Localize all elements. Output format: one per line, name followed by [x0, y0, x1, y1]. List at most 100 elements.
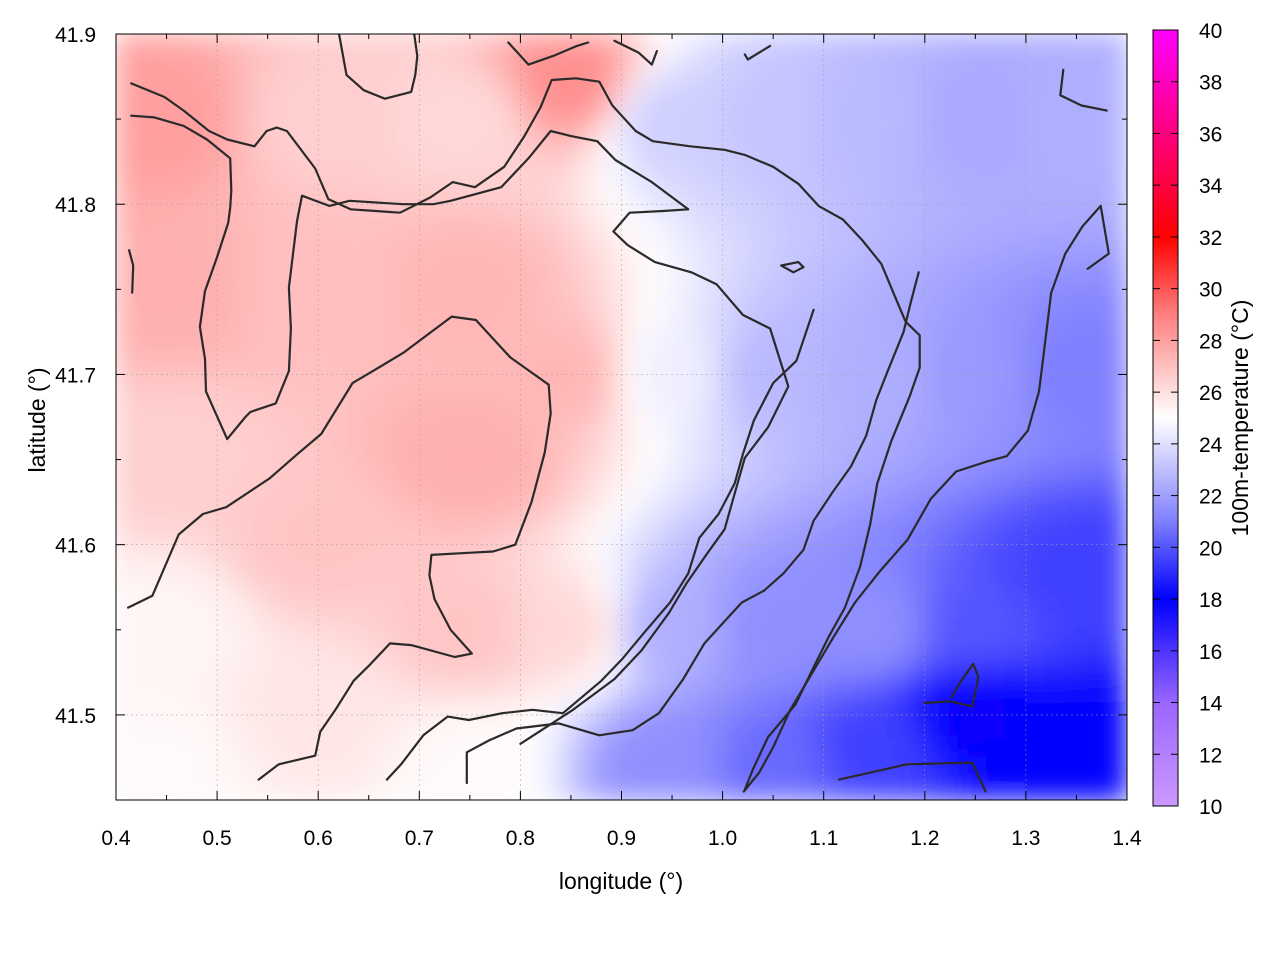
heat-cell	[155, 174, 178, 197]
heat-cell	[681, 113, 704, 136]
heat-cell	[984, 657, 1007, 681]
heat-cell	[822, 315, 845, 338]
heat-cell	[236, 73, 259, 96]
heat-cell	[1045, 698, 1068, 721]
heat-cell	[256, 778, 279, 800]
heat-cell	[822, 214, 845, 237]
heat-cell	[175, 778, 198, 800]
heat-cell	[701, 234, 724, 257]
heat-cell	[984, 718, 1007, 741]
heat-cell	[418, 778, 441, 800]
heat-cell	[1045, 53, 1068, 76]
heat-cell	[903, 577, 926, 600]
heat-cell	[438, 597, 461, 620]
heat-cell	[478, 778, 502, 800]
heat-cell	[600, 395, 623, 418]
heat-cell	[600, 73, 623, 96]
heat-cell	[276, 597, 299, 620]
heat-cell	[842, 73, 866, 96]
heat-cell	[640, 113, 663, 136]
heat-cell	[317, 254, 340, 277]
heat-cell	[842, 637, 866, 660]
heat-cell	[398, 355, 421, 378]
heat-cell	[398, 315, 421, 338]
heat-cell	[1024, 617, 1048, 640]
heat-cell	[964, 355, 987, 378]
heat-cell	[782, 436, 805, 459]
heat-cell	[478, 395, 502, 418]
heat-cell	[337, 153, 360, 177]
heat-cell	[580, 335, 603, 358]
heat-cell	[842, 234, 866, 257]
heat-cell	[762, 436, 785, 459]
heat-cell	[458, 557, 481, 580]
heat-cell	[903, 113, 926, 136]
heat-cell	[317, 315, 340, 338]
heat-cell	[116, 214, 138, 237]
heat-cell	[398, 698, 421, 721]
heat-cell	[478, 315, 502, 338]
contour-line	[130, 114, 790, 745]
heat-cell	[236, 234, 259, 257]
heat-cell	[1085, 436, 1108, 459]
heat-cell	[883, 637, 906, 660]
heat-cell	[559, 738, 583, 761]
heat-cell	[499, 53, 522, 76]
heat-cell	[863, 133, 886, 156]
heat-cell	[782, 476, 805, 499]
heat-cell	[317, 637, 340, 660]
heat-cell	[721, 778, 744, 800]
heat-cell	[721, 617, 744, 640]
heat-cell	[842, 557, 866, 580]
heat-cell	[620, 335, 643, 358]
heat-cell	[438, 234, 461, 257]
heat-cell	[863, 274, 886, 298]
heat-cell	[1065, 214, 1088, 237]
x-tick-label: 1.1	[809, 827, 838, 850]
heat-cell	[762, 395, 785, 418]
heat-cell	[1105, 133, 1127, 156]
heat-cell	[640, 577, 663, 600]
heat-cell	[923, 214, 947, 237]
heat-cell	[863, 758, 886, 781]
heat-cell	[802, 254, 825, 277]
heat-cell	[842, 416, 866, 439]
heat-cell	[762, 234, 785, 257]
heat-cell	[357, 778, 380, 800]
heat-cell	[984, 416, 1007, 439]
heat-cell	[701, 53, 724, 76]
heat-cell	[276, 617, 299, 640]
heat-cell	[337, 476, 360, 499]
heat-cell	[660, 53, 684, 76]
heat-cell	[337, 93, 360, 116]
heat-cell	[458, 516, 481, 539]
heat-cell	[1065, 698, 1088, 721]
heat-cell	[822, 436, 845, 459]
heat-cell	[883, 315, 906, 338]
heat-cell	[842, 93, 866, 116]
heat-cell	[681, 355, 704, 378]
heat-cell	[640, 597, 663, 620]
heat-cell	[499, 174, 522, 197]
heat-cell	[559, 476, 583, 499]
heat-cell	[296, 657, 320, 681]
heat-cell	[903, 678, 926, 701]
heat-cell	[620, 194, 643, 217]
heat-cell	[357, 174, 380, 197]
heat-cell	[559, 758, 583, 781]
heat-cell	[377, 496, 401, 519]
x-axis-label: longitude (°)	[559, 868, 683, 894]
heat-cell	[357, 234, 380, 257]
heat-cell	[944, 416, 967, 439]
colorbar-label: 100m-temperature (°C)	[1227, 300, 1253, 537]
heat-cell	[478, 557, 502, 580]
heat-cell	[519, 274, 542, 298]
heat-cell	[216, 53, 239, 76]
heat-cell	[640, 214, 663, 237]
heat-cell	[701, 557, 724, 580]
heat-cell	[438, 214, 461, 237]
heat-cell	[660, 174, 684, 197]
heat-cell	[721, 254, 744, 277]
heat-cell	[175, 718, 198, 741]
heat-cell	[964, 234, 987, 257]
